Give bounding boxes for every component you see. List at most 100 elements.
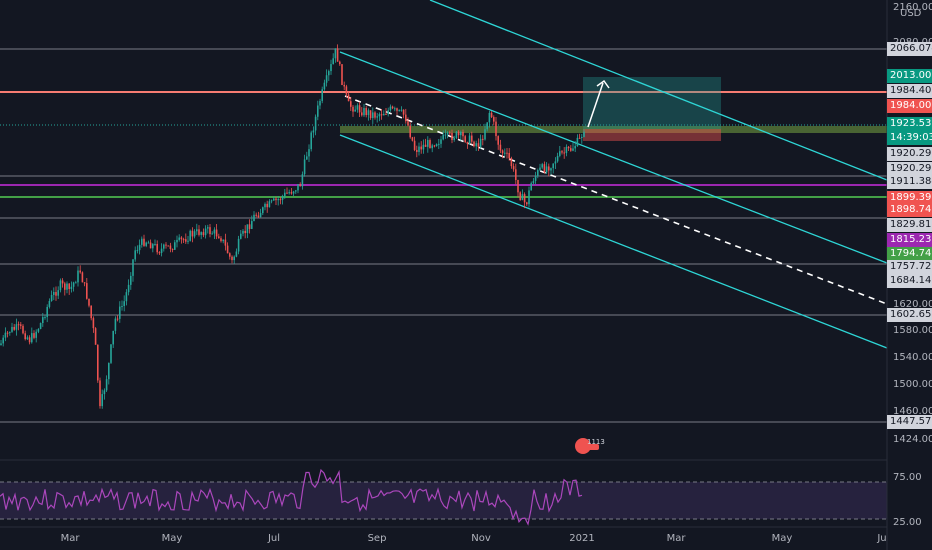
candle-body — [411, 137, 414, 141]
time-label: 2021 — [569, 533, 595, 544]
candle-body — [576, 137, 579, 147]
candle-body — [574, 146, 576, 149]
candle-body — [453, 137, 455, 141]
candle-body — [424, 144, 427, 147]
candle-body — [418, 146, 420, 152]
candle-body — [543, 164, 546, 173]
candle-body — [433, 145, 436, 147]
candle-body — [171, 248, 174, 250]
candle-body — [279, 199, 282, 201]
candle-body — [446, 132, 449, 135]
candle-body — [152, 244, 154, 249]
price-label: 1684.148 — [887, 274, 932, 288]
time-label: Mar — [60, 533, 80, 544]
candle-body — [519, 192, 521, 201]
candle-body — [28, 337, 31, 343]
news-badge[interactable]: 1113 — [573, 436, 611, 456]
candle-body — [13, 326, 15, 330]
candle-body — [572, 148, 574, 151]
candle-body — [552, 163, 554, 169]
candle-body — [413, 140, 416, 150]
candle-body — [526, 202, 528, 205]
candle-body — [455, 131, 458, 138]
candle-body — [396, 108, 398, 111]
candle-body — [398, 109, 400, 111]
candle-body — [39, 323, 42, 329]
candle-body — [383, 113, 385, 116]
candle-body — [372, 112, 374, 119]
rsi-line — [0, 468, 583, 526]
candle-body — [495, 121, 497, 137]
candle-body — [499, 144, 502, 151]
candle-body — [237, 238, 240, 252]
candle-body — [534, 175, 537, 181]
candle-body — [479, 138, 482, 147]
candle-body — [26, 337, 29, 340]
candle-body — [539, 167, 541, 171]
candle-body — [460, 131, 462, 136]
candle-body — [567, 146, 570, 149]
candle-body — [422, 144, 425, 150]
price-label: 1984.000 — [887, 99, 932, 113]
price-tick: 1424.000 — [893, 434, 932, 445]
candle-body — [134, 250, 136, 260]
candle-body — [211, 233, 213, 235]
candle-body — [262, 207, 264, 214]
candle-body — [545, 166, 548, 173]
candle-body — [88, 298, 90, 306]
candle-body — [108, 362, 110, 380]
candles — [0, 44, 585, 409]
candle-body — [570, 148, 572, 151]
candle-body — [317, 105, 319, 117]
price-label: 1911.384 — [887, 175, 932, 189]
candle-body — [37, 328, 40, 332]
candle-body — [442, 134, 444, 140]
candle-body — [229, 253, 231, 257]
candle-body — [563, 152, 565, 154]
candle-body — [290, 192, 293, 194]
candle-body — [103, 390, 106, 395]
candle-body — [466, 142, 469, 144]
rsi-tick: 75.00 — [893, 472, 922, 483]
time-label: Jul — [267, 533, 281, 544]
candle-body — [244, 230, 246, 234]
badge-text: 1113 — [587, 438, 605, 446]
candle-body — [303, 159, 306, 175]
candle-body — [486, 122, 488, 130]
candle-body — [559, 151, 561, 156]
candle-body — [297, 184, 299, 191]
price-label: 1923.539 — [887, 117, 932, 131]
candle-body — [264, 203, 266, 208]
candle-body — [189, 230, 191, 241]
candle-body — [457, 131, 460, 136]
candle-body — [501, 150, 504, 154]
candle-body — [394, 108, 396, 110]
candle-body — [33, 333, 35, 338]
candle-body — [66, 283, 68, 290]
candle-body — [35, 331, 37, 338]
candle-body — [97, 344, 99, 381]
candle-body — [369, 110, 372, 119]
candle-body — [141, 238, 143, 245]
price-label: 14:39:03 — [887, 131, 932, 145]
candle-body — [336, 48, 339, 62]
candle-body — [341, 64, 343, 85]
target-arrow — [587, 79, 610, 128]
support-zone — [340, 126, 887, 133]
price-label: 1447.577 — [887, 415, 932, 429]
candle-body — [110, 344, 112, 363]
candle-body — [123, 301, 125, 306]
candle-body — [79, 270, 81, 273]
candle-body — [312, 130, 315, 133]
descending-channel — [339, 0, 888, 349]
candle-body — [70, 286, 73, 290]
price-label: 1920.297 — [887, 147, 932, 161]
rsi-tick: 25.00 — [893, 517, 922, 528]
candle-body — [292, 191, 295, 194]
price-label: 1898.741 — [887, 203, 932, 217]
candle-body — [471, 135, 473, 142]
candle-body — [475, 143, 477, 147]
candle-body — [178, 237, 180, 240]
candle-body — [402, 109, 405, 115]
